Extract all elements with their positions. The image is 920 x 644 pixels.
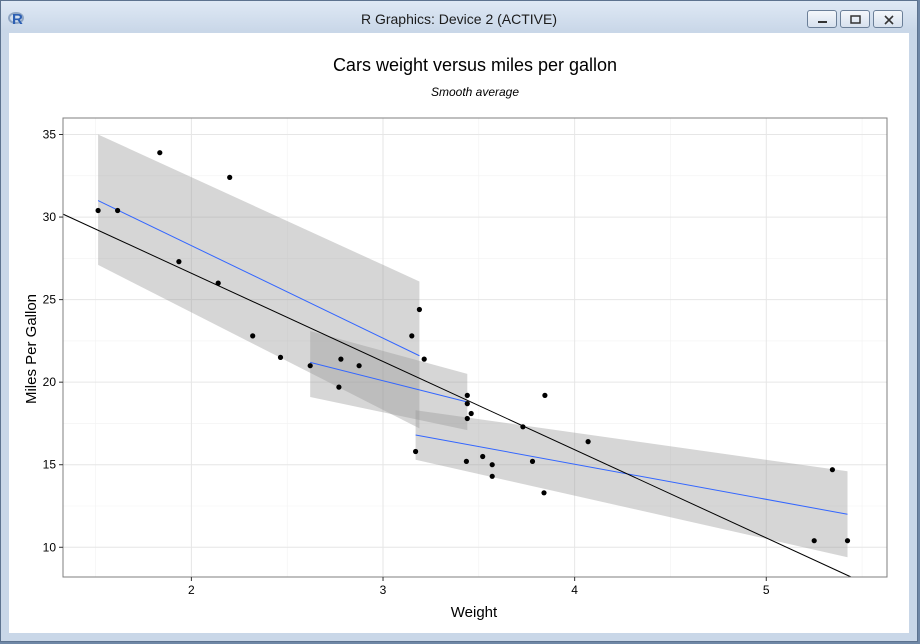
data-point [811, 538, 817, 544]
data-point [829, 467, 836, 473]
maximize-icon [850, 15, 861, 24]
data-point [489, 462, 495, 468]
linear-fit-line [62, 213, 852, 578]
data-point [468, 410, 474, 417]
minimize-icon [818, 21, 827, 23]
data-point [464, 392, 470, 398]
chart-title: Cars weight versus miles per gallon [333, 55, 617, 75]
confidence-band-2 [310, 331, 468, 431]
r-logo-icon: R [8, 11, 24, 27]
data-point [464, 401, 470, 407]
data-point [336, 384, 342, 390]
minimize-button[interactable] [807, 10, 837, 28]
data-point [529, 458, 536, 464]
plot-panel-border [62, 117, 888, 578]
scatter-chart: Cars weight versus miles per gallon Smoo… [23, 55, 888, 621]
data-point [464, 415, 470, 422]
y-tick-label: 25 [43, 293, 57, 307]
y-axis-label: Miles Per Gallon [23, 294, 40, 404]
confidence-band-1 [98, 134, 420, 429]
data-point [409, 333, 415, 339]
data-point [250, 333, 256, 339]
title-bar[interactable]: R R Graphics: Device 2 (ACTIVE) [1, 1, 917, 35]
plot-area: Cars weight versus miles per gallon Smoo… [9, 33, 909, 633]
confidence-band-3 [415, 410, 848, 558]
data-point [338, 356, 344, 362]
data-point [157, 150, 163, 156]
data-point [542, 392, 548, 398]
y-tick-label: 30 [43, 210, 57, 224]
data-point [307, 363, 313, 369]
x-axis-label: Weight [451, 604, 498, 621]
smooth-line-2 [310, 361, 468, 403]
data-point [541, 490, 547, 496]
y-tick-label: 10 [43, 540, 57, 554]
data-point [489, 473, 495, 479]
close-icon [884, 15, 894, 25]
data-point [416, 306, 422, 313]
x-tick-label: 4 [571, 583, 578, 597]
data-point [463, 458, 469, 464]
x-tick-label: 5 [763, 583, 770, 597]
data-point [413, 448, 419, 455]
data-point [95, 207, 101, 214]
svg-text:R: R [12, 11, 23, 27]
data-point [215, 280, 221, 286]
data-point [277, 354, 284, 360]
data-point [844, 538, 851, 544]
data-point [520, 424, 526, 430]
data-point [356, 363, 362, 369]
y-tick-label: 20 [43, 375, 57, 389]
chart-subtitle: Smooth average [431, 85, 519, 99]
y-tick-label: 35 [43, 128, 57, 142]
data-point [421, 356, 427, 362]
data-point [480, 453, 486, 460]
maximize-button[interactable] [840, 10, 870, 28]
x-tick-label: 3 [380, 583, 387, 597]
window-title: R Graphics: Device 2 (ACTIVE) [360, 11, 558, 27]
close-button[interactable] [873, 10, 903, 28]
data-point [115, 207, 121, 214]
smooth-line-1 [97, 200, 420, 357]
data-point [585, 439, 591, 445]
data-point [176, 259, 182, 265]
x-tick-label: 2 [188, 583, 195, 597]
plot-panel-background [63, 118, 887, 577]
data-point [227, 174, 233, 180]
y-tick-label: 15 [43, 458, 57, 472]
smooth-line-3 [415, 434, 848, 515]
